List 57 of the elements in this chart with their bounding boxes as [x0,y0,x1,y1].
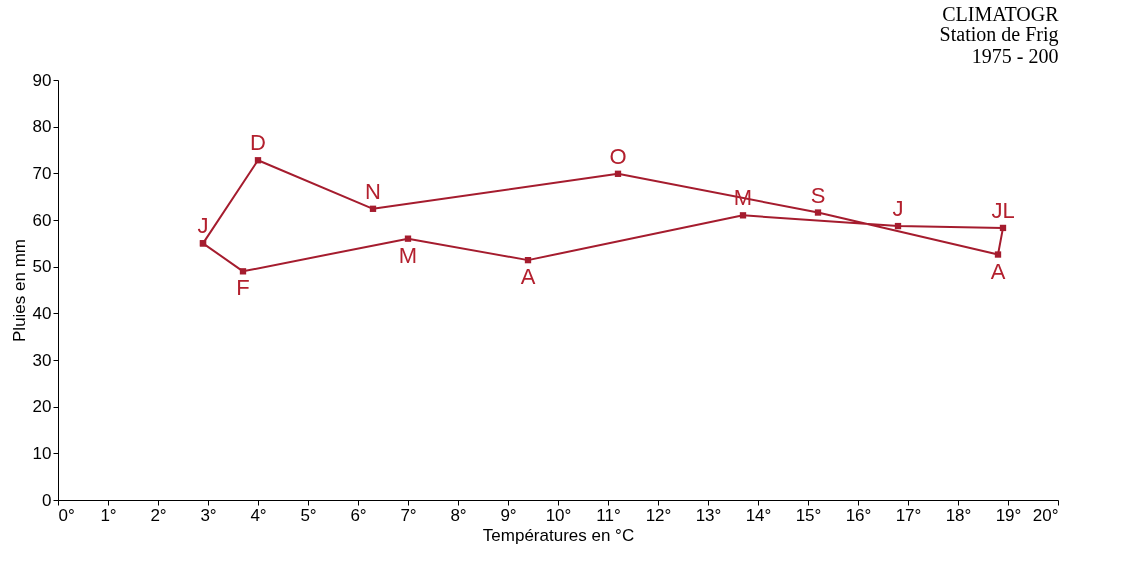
x-tick-label: 19° [995,505,1022,525]
y-tick-label: 30 [32,350,52,370]
y-tick-label: 10 [32,443,52,463]
x-tick-label: 8° [450,505,467,525]
y-axis-title: Pluies en mm [9,239,29,342]
y-tick-label: 40 [32,303,52,323]
y-tick-label: 70 [32,163,52,183]
x-tick-label: 17° [895,505,922,525]
point [614,170,622,177]
point [814,209,822,216]
point [999,224,1007,232]
data-label: J [892,196,904,222]
point [404,235,412,242]
x-tick-label: 20° [1032,505,1059,525]
y-tick-label: 90 [32,70,52,90]
x-tick-label: 13° [695,505,722,525]
data-label: A [520,264,536,290]
data-label: D [250,130,266,156]
x-tick-label: 11° [596,505,621,525]
x-tick-label: 18° [945,505,972,525]
x-tick-label: 7° [400,505,417,525]
x-tick-label: 14° [745,505,772,525]
x-tick-label: 0° [58,505,75,525]
chart-subtitle: Station de Frig 1975 - 200 [939,23,1059,67]
point [239,268,247,275]
point [369,205,377,212]
point [254,157,262,164]
x-tick-label: 6° [350,505,367,525]
y-tick-label: 50 [32,257,52,277]
data-label: A [990,258,1006,284]
data-label: N [365,178,381,204]
x-tick-label: 16° [845,505,872,525]
x-tick-label: 1° [100,505,117,525]
x-tick-label: 2° [150,505,167,525]
y-tick-label: 0 [42,490,52,510]
x-tick-label: 3° [200,505,217,525]
x-tick-label: 15° [795,505,822,525]
x-tick-label: 4° [250,505,267,525]
y-tick-label: 20 [32,397,52,417]
point [894,222,902,230]
y-tick-label: 60 [32,210,52,230]
data-label: F [236,275,250,301]
y-tick-label: 80 [32,117,52,137]
data-label: JL [991,197,1015,223]
x-axis-title: Températures en °C [482,525,635,545]
x-tick-label: 9° [500,505,517,525]
data-label: S [810,182,826,208]
data-label: O [609,143,627,169]
point [994,251,1002,258]
x-tick-label: 10° [545,505,572,525]
chart-title: CLIMATOGR [942,3,1060,25]
x-tick-label: 5° [300,505,317,525]
data-label: J [197,213,209,239]
data-label: M [398,242,418,268]
point [524,256,532,264]
point [739,212,747,219]
x-tick-label: 12° [645,505,672,525]
